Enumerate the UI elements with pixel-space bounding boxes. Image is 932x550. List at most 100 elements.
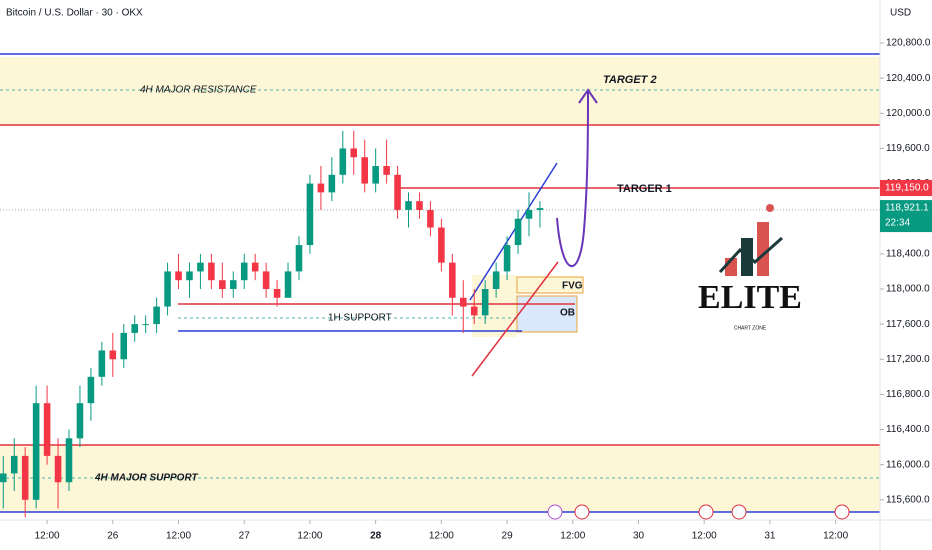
candle-body xyxy=(164,271,171,307)
candle-body xyxy=(131,324,138,333)
x-tick-label: 30 xyxy=(633,531,645,542)
candle-body xyxy=(76,403,84,439)
candle-body xyxy=(525,209,533,219)
candle-body xyxy=(317,183,325,193)
x-tick-label: 27 xyxy=(239,531,251,542)
y-tick-label: 118,000.0 xyxy=(886,284,930,295)
candle-body xyxy=(383,166,390,175)
candle-body xyxy=(251,262,259,272)
candle-body xyxy=(153,306,160,325)
logo: ELITE CHART ZONE xyxy=(698,204,802,331)
candle-body xyxy=(394,174,401,210)
candle-body xyxy=(32,403,40,500)
candle-body xyxy=(492,271,500,289)
candle-body xyxy=(514,218,522,246)
price-tag-label: 118,921.1 xyxy=(885,203,929,214)
y-tick-label: 117,600.0 xyxy=(886,319,930,330)
candle-body xyxy=(470,306,478,316)
candle-body xyxy=(449,262,456,298)
candle-body xyxy=(427,209,434,228)
currency: USD xyxy=(890,8,911,19)
x-tick-label: 29 xyxy=(502,531,514,542)
candle-body xyxy=(361,157,368,184)
candle-body xyxy=(350,148,358,158)
candle-body xyxy=(98,350,106,377)
candle-body xyxy=(54,455,62,483)
candle-body xyxy=(372,166,379,184)
chart-title: Bitcoin / U.S. Dollar · 30 · OKX xyxy=(6,8,143,19)
x-tick-label: 26 xyxy=(107,531,119,542)
y-tick-label: 120,400.0 xyxy=(886,73,931,84)
candle-body xyxy=(306,183,314,246)
candle-body xyxy=(208,262,215,281)
candle-body xyxy=(21,455,29,500)
annotation: TARGET 2 xyxy=(603,74,657,86)
candle-body xyxy=(229,280,237,289)
y-tick-label: 116,000.0 xyxy=(886,459,930,470)
x-tick-label: 12:00 xyxy=(166,531,191,542)
logo-subtitle: CHART ZONE xyxy=(734,325,767,331)
candle-body xyxy=(142,324,149,326)
candle-body xyxy=(481,288,489,316)
annotation: 4H MAJOR RESISTANCE xyxy=(140,85,257,96)
y-tick-label: 118,400.0 xyxy=(886,248,930,259)
candle-body xyxy=(87,376,95,404)
candle-body xyxy=(0,473,7,483)
trend-line xyxy=(471,261,559,377)
candle-body xyxy=(65,438,73,483)
candle-body xyxy=(197,262,204,272)
annotation: 4H MAJOR SUPPORT xyxy=(94,473,199,484)
price-tag xyxy=(880,179,932,196)
x-tick-label: 12:00 xyxy=(35,531,60,542)
logo-title: ELITE xyxy=(698,279,802,316)
candle-body xyxy=(109,350,117,360)
candle-body xyxy=(284,271,292,298)
candle-body xyxy=(416,201,423,210)
arrow-head xyxy=(578,88,598,104)
candle-body xyxy=(10,455,18,474)
candle-body xyxy=(438,227,445,263)
x-tick-label: 12:00 xyxy=(429,531,454,542)
x-tick-label: 31 xyxy=(764,531,776,542)
x-tick-label: 12:00 xyxy=(692,531,717,542)
countdown: 22:34 xyxy=(885,218,910,229)
y-tick-label: 116,400.0 xyxy=(886,424,930,435)
y-tick-label: 115,600.0 xyxy=(886,494,930,505)
x-tick-label: 12:00 xyxy=(823,531,848,542)
x-tick-label: 28 xyxy=(370,531,382,542)
candle-body xyxy=(459,297,467,307)
projection-arrow xyxy=(556,91,589,267)
y-tick-label: 117,200.0 xyxy=(886,354,930,365)
candle-body xyxy=(295,245,303,272)
candle-body xyxy=(219,280,226,289)
annotation: FVG xyxy=(562,281,583,292)
candle-body xyxy=(262,271,270,289)
y-tick-label: 119,600.0 xyxy=(886,143,930,154)
trend-line xyxy=(469,162,558,301)
candle-body xyxy=(186,271,193,281)
annotation: OB xyxy=(560,308,575,319)
candle-body xyxy=(536,208,544,210)
x-tick-label: 12:00 xyxy=(297,531,322,542)
candle-body xyxy=(328,174,336,193)
candle-body xyxy=(175,271,182,281)
y-tick-label: 120,800.0 xyxy=(886,38,931,49)
price-tag xyxy=(880,200,932,233)
resistance-zone xyxy=(0,57,880,125)
candle-body xyxy=(503,245,511,272)
fvg-box xyxy=(516,276,584,294)
candle-body xyxy=(273,288,281,298)
price-tag-label: 119,150.0 xyxy=(885,183,929,194)
candle-body xyxy=(240,262,248,281)
candle-body xyxy=(120,332,128,360)
x-tick-label: 12:00 xyxy=(560,531,585,542)
candle-body xyxy=(43,403,51,456)
annotation: 1H SUPPORT xyxy=(328,313,392,324)
candle-body xyxy=(405,201,412,210)
annotation: TARGER 1 xyxy=(617,183,672,195)
event-icons xyxy=(547,504,850,520)
y-tick-label: 120,000.0 xyxy=(886,108,931,119)
y-tick-label: 116,800.0 xyxy=(886,389,930,400)
candle-body xyxy=(339,148,347,175)
